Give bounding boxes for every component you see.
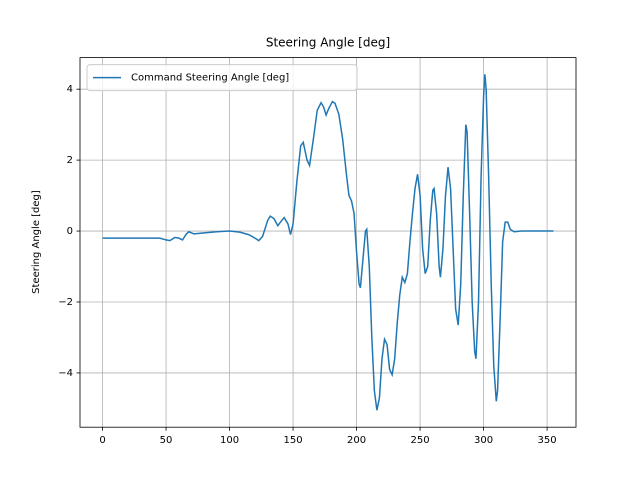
- x-tick-label: 350: [538, 435, 557, 446]
- y-tick-label: 4: [67, 84, 73, 95]
- legend-label: Command Steering Angle [deg]: [131, 73, 289, 84]
- legend-box: [86, 64, 358, 92]
- x-tick-label: 50: [160, 435, 173, 446]
- x-tick-label: 0: [99, 435, 105, 446]
- x-tick-label: 200: [347, 435, 366, 446]
- x-tick-label: 300: [474, 435, 493, 446]
- axes-frame: [79, 57, 577, 428]
- data-line: [102, 74, 554, 411]
- x-tick-label: 100: [220, 435, 239, 446]
- y-tick-label: −4: [58, 368, 73, 379]
- y-tick-label: 2: [67, 155, 73, 166]
- x-tick-label: 150: [284, 435, 303, 446]
- y-axis-label: Steering Angle [deg]: [31, 190, 42, 294]
- x-tick-label: 250: [411, 435, 430, 446]
- y-tick-label: 0: [67, 226, 73, 237]
- chart-title: Steering Angle [deg]: [266, 36, 390, 50]
- y-tick-label: −2: [58, 297, 73, 308]
